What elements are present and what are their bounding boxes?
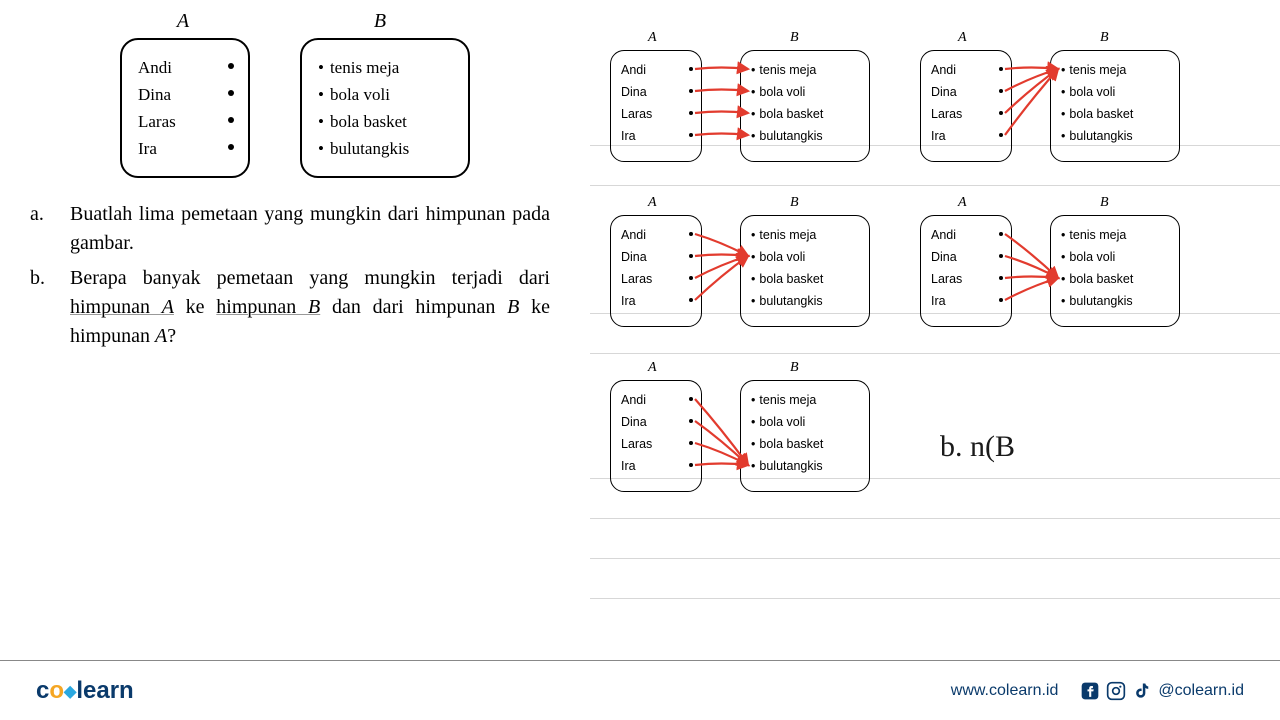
question-b-text: Berapa banyak pemetaan yang mungkin terj… [70, 264, 550, 351]
footer-right: www.colearn.id @colearn.id [951, 681, 1244, 701]
mapping-diagram: A B AndiDinaLarasIra tenis mejabola voli… [600, 30, 910, 195]
set-a-item: Ira [138, 135, 232, 162]
set-a-label: A [168, 10, 198, 33]
handwritten-answer: b. n(B [940, 430, 1015, 464]
question-b-marker: b. [30, 264, 70, 351]
brand-logo: co◆learn [36, 677, 134, 705]
mapping-diagram: A B AndiDinaLarasIra tenis mejabola voli… [600, 195, 910, 360]
tiktok-icon [1132, 681, 1152, 701]
set-b-item: tenis meja [318, 54, 452, 81]
mapping-grid: A B AndiDinaLarasIra tenis mejabola voli… [600, 30, 1250, 525]
notebook-rule [590, 598, 1280, 599]
content-row: A Andi Dina Laras Ira B tenis meja bola … [0, 0, 1280, 660]
set-b-item: bola basket [318, 108, 452, 135]
mapping-diagram: A B AndiDinaLarasIra tenis mejabola voli… [910, 195, 1220, 360]
question-a-marker: a. [30, 200, 70, 258]
set-a-box: Andi Dina Laras Ira [120, 38, 250, 178]
left-pane: A Andi Dina Laras Ira B tenis meja bola … [0, 0, 590, 660]
mapping-diagram: A B AndiDinaLarasIra tenis mejabola voli… [600, 360, 910, 525]
social-icons: @colearn.id [1080, 681, 1244, 701]
right-pane: A B AndiDinaLarasIra tenis mejabola voli… [590, 0, 1280, 660]
footer-handle: @colearn.id [1158, 682, 1244, 700]
notebook-rule [590, 558, 1280, 559]
set-b-item: bulutangkis [318, 135, 452, 162]
set-b-box: tenis meja bola voli bola basket bulutan… [300, 38, 470, 178]
instagram-icon [1106, 681, 1126, 701]
set-b-label: B [365, 10, 395, 33]
mapping-diagram: A B AndiDinaLarasIra tenis mejabola voli… [910, 30, 1220, 195]
set-a-item: Laras [138, 108, 232, 135]
question-b: b. Berapa banyak pemetaan yang mungkin t… [30, 264, 550, 351]
question-list: a. Buatlah lima pemetaan yang mungkin da… [30, 200, 550, 351]
question-a-text: Buatlah lima pemetaan yang mungkin dari … [70, 200, 550, 258]
footer-url: www.colearn.id [951, 682, 1059, 700]
footer: co◆learn www.colearn.id @colearn.id [0, 660, 1280, 720]
facebook-icon [1080, 681, 1100, 701]
question-a: a. Buatlah lima pemetaan yang mungkin da… [30, 200, 550, 258]
set-a-item: Dina [138, 81, 232, 108]
main-set-diagram: A Andi Dina Laras Ira B tenis meja bola … [100, 10, 550, 180]
set-b-item: bola voli [318, 81, 452, 108]
set-a-item: Andi [138, 54, 232, 81]
